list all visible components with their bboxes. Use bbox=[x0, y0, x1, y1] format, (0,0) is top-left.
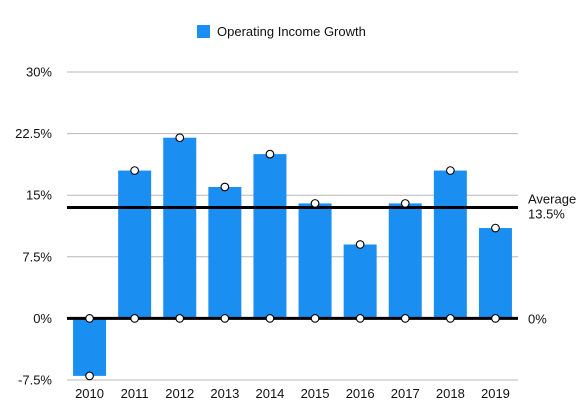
markers bbox=[85, 133, 500, 381]
bar bbox=[163, 137, 197, 319]
bar bbox=[253, 154, 287, 319]
value-marker bbox=[175, 133, 185, 143]
y-tick-labels: 30% 22.5% 15% 7.5% 0% -7.5% bbox=[15, 65, 52, 388]
zero-marker bbox=[310, 314, 320, 323]
zero-marker bbox=[446, 314, 455, 323]
x-tick-label: 2013 bbox=[210, 386, 239, 401]
value-marker bbox=[400, 199, 410, 208]
y-tick-label: 15% bbox=[26, 188, 52, 203]
y-tick-label: 0% bbox=[33, 311, 52, 326]
value-marker bbox=[85, 371, 94, 381]
legend-swatch bbox=[197, 25, 210, 38]
x-tick-label: 2018 bbox=[436, 386, 465, 401]
reference-label: 0% bbox=[528, 311, 547, 326]
bar bbox=[478, 228, 512, 319]
x-tick-labels: 2010 2011 2012 2013 2014 2015 2016 2017 2018 2019 bbox=[75, 386, 510, 401]
value-marker bbox=[491, 223, 500, 233]
legend-label: Operating Income Growth bbox=[217, 24, 366, 39]
y-tick-label: -7.5% bbox=[18, 373, 52, 388]
bar bbox=[73, 318, 107, 376]
reference-label: Average bbox=[528, 192, 576, 207]
bars bbox=[73, 137, 512, 376]
value-marker bbox=[446, 166, 455, 175]
y-tick-label: 30% bbox=[26, 65, 52, 80]
x-tick-label: 2014 bbox=[255, 386, 284, 401]
zero-marker bbox=[130, 314, 139, 323]
x-tick-label: 2015 bbox=[301, 386, 330, 401]
bar bbox=[343, 244, 377, 319]
x-tick-label: 2016 bbox=[346, 386, 375, 401]
zero-marker bbox=[400, 314, 410, 323]
value-marker bbox=[355, 240, 365, 249]
legend: Operating Income Growth bbox=[197, 24, 366, 39]
bar bbox=[118, 170, 152, 319]
x-tick-label: 2011 bbox=[121, 386, 149, 401]
zero-marker bbox=[85, 314, 94, 323]
zero-marker bbox=[265, 314, 275, 323]
value-marker bbox=[310, 199, 320, 208]
bar bbox=[298, 203, 332, 319]
zero-marker bbox=[491, 314, 500, 323]
zero-marker bbox=[355, 314, 365, 323]
value-marker bbox=[220, 182, 230, 192]
x-tick-label: 2012 bbox=[165, 386, 194, 401]
bar bbox=[388, 203, 422, 319]
x-tick-label: 2017 bbox=[391, 386, 420, 401]
y-tick-label: 22.5% bbox=[15, 126, 52, 141]
x-tick-label: 2010 bbox=[75, 386, 104, 401]
zero-marker bbox=[175, 314, 185, 323]
bar bbox=[433, 170, 467, 319]
zero-marker bbox=[220, 314, 230, 323]
value-marker bbox=[130, 166, 139, 175]
value-marker bbox=[265, 149, 275, 159]
y-tick-label: 7.5% bbox=[22, 249, 52, 264]
x-tick-label: 2019 bbox=[481, 386, 510, 401]
reference-value: 13.5% bbox=[528, 207, 565, 222]
